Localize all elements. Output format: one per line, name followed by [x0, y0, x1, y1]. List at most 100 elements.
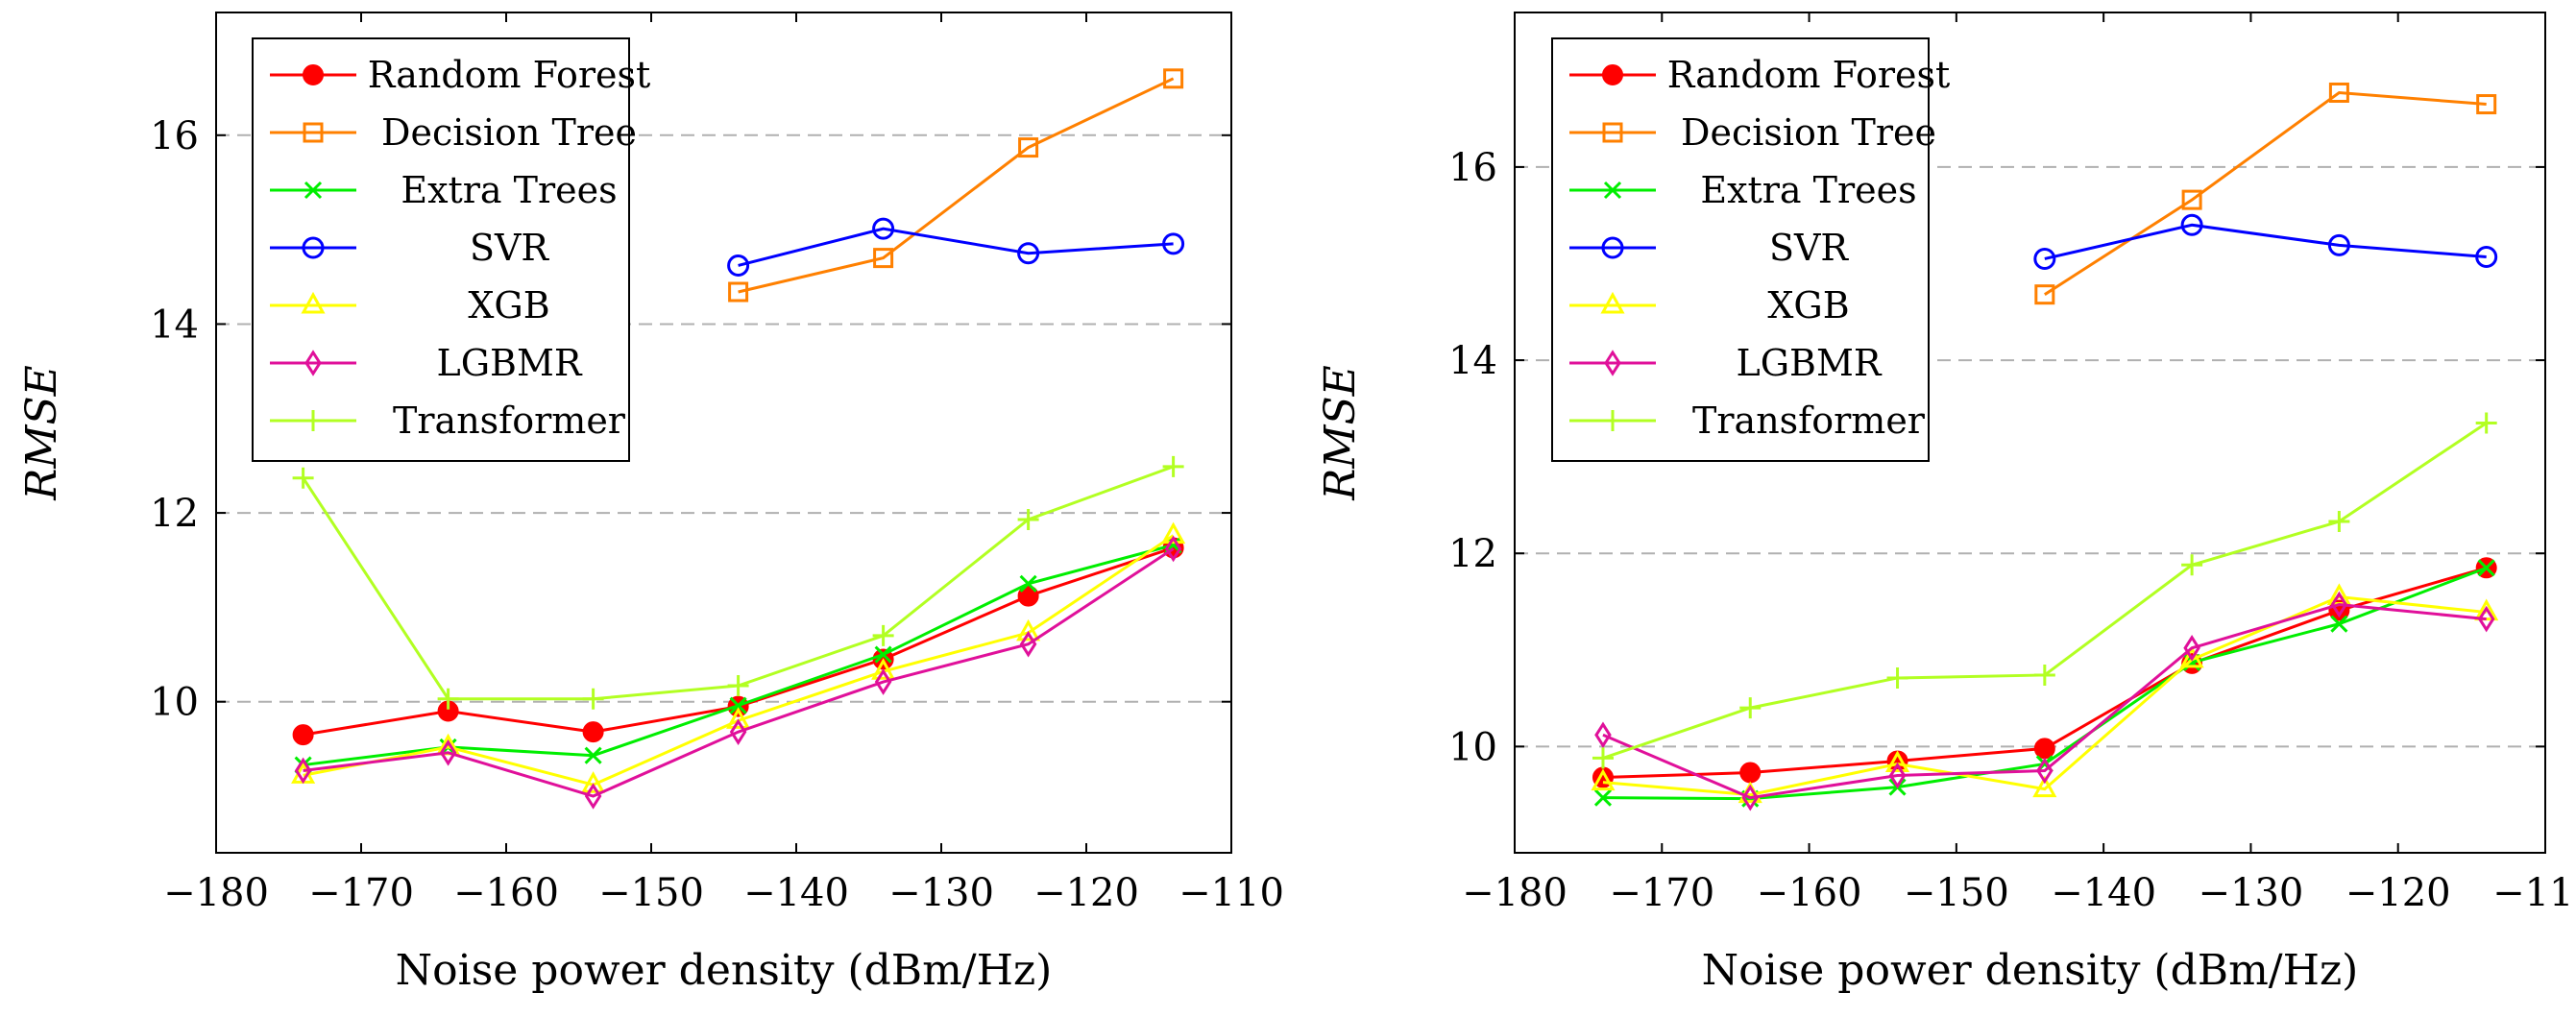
legend-item-transformer: Transformer [1569, 400, 1926, 442]
x-axis-title: Noise power density (dBm/Hz) [1702, 946, 2359, 995]
legend-swatch-marker [303, 122, 324, 143]
legend-box [1551, 37, 1930, 462]
plot-frame [215, 12, 1232, 854]
legend-item-transformer: Transformer [270, 400, 626, 442]
data-point-xgb [1161, 521, 1186, 545]
y-tick-label: 10 [150, 681, 199, 725]
data-point-lgbmr [2183, 634, 2200, 662]
y-tick-label: 12 [1448, 532, 1497, 576]
y-tick-label: 12 [150, 492, 199, 536]
y-axis-title: RMSE [1316, 365, 1365, 500]
data-point-lgbmr [584, 783, 602, 810]
data-point-decision-tree [2034, 284, 2055, 305]
data-point-svr [727, 254, 750, 277]
data-point-xgb [726, 707, 751, 729]
data-point-extra-trees [1019, 574, 1037, 593]
legend-item-extra-trees: Extra Trees [1569, 169, 1917, 211]
data-point-decision-tree [1163, 68, 1184, 89]
series-svr [727, 217, 1185, 277]
data-point-transformer [437, 688, 459, 710]
x-tick-label: −160 [1757, 871, 1862, 915]
x-tick-label: −170 [308, 871, 414, 915]
x-tick-label: −110 [2492, 871, 2576, 915]
data-point-lgbmr [1594, 721, 1612, 749]
legend-item-extra-trees: Extra Trees [270, 169, 618, 211]
series-line-xgb [1602, 594, 2487, 797]
data-point-xgb [1884, 750, 1910, 772]
data-point-transformer [2033, 664, 2055, 686]
data-point-transformer [1162, 455, 1184, 477]
legend-swatch-marker [301, 291, 326, 314]
series-line-transformer [1602, 422, 2488, 760]
legend-item-xgb: XGB [270, 284, 550, 327]
x-axis-title: Noise power density (dBm/Hz) [396, 946, 1053, 995]
series-line-decision-tree [2044, 90, 2487, 296]
series-line-lgbmr [303, 547, 1175, 798]
data-point-lgbmr [439, 739, 457, 766]
data-point-xgb [1591, 768, 1616, 791]
data-point-svr [2033, 247, 2056, 270]
data-point-svr [1017, 242, 1040, 265]
legend-label: Random Forest [1667, 54, 1951, 96]
series-line-decision-tree [738, 77, 1175, 294]
legend-item-decision-tree: Decision Tree [1569, 111, 1936, 154]
data-point-lgbmr [1888, 762, 1907, 789]
x-tick-label: −110 [1179, 871, 1284, 915]
data-point-xgb [581, 771, 606, 793]
series-line-transformer [302, 465, 1175, 701]
data-point-transformer [1592, 747, 1614, 769]
legend-swatch-marker [303, 64, 324, 85]
data-point-extra-trees [2477, 559, 2495, 577]
data-point-transformer [1886, 666, 1908, 689]
data-point-transformer [2475, 412, 2497, 434]
series-transformer [1592, 412, 2497, 769]
x-tick-label: −180 [1462, 871, 1567, 915]
series-line-svr [2044, 223, 2487, 260]
series-lgbmr [1594, 591, 2495, 811]
data-point-extra-trees [729, 696, 747, 714]
right-chart: −180 −170 −160 −150 −140 −130 −120 −110 10 12 14 16… [1316, 12, 2576, 995]
data-point-xgb [871, 658, 896, 680]
legend-swatch-marker [1602, 122, 1623, 143]
data-point-decision-tree [728, 281, 749, 303]
data-point-svr [2327, 233, 2350, 256]
legend-label: LGBMR [436, 342, 582, 384]
data-point-random-forest [1017, 585, 1039, 607]
data-point-decision-tree [1018, 137, 1039, 158]
x-tick-label: −140 [743, 871, 849, 915]
series-xgb [1591, 583, 2499, 804]
x-tick-label: −120 [2345, 871, 2451, 915]
legend-item-random-forest: Random Forest [270, 54, 650, 96]
data-point-lgbmr [729, 718, 747, 745]
data-point-svr [872, 217, 895, 240]
legend-item-lgbmr: LGBMR [270, 342, 583, 384]
data-point-transformer [1739, 697, 1762, 719]
data-point-svr [1162, 232, 1185, 255]
series-line-lgbmr [1602, 603, 2487, 800]
x-tick-label: −130 [2198, 871, 2303, 915]
legend-swatch-marker [304, 181, 323, 200]
data-point-decision-tree [2181, 189, 2202, 210]
data-point-lgbmr [2036, 757, 2054, 785]
series-xgb [291, 521, 1186, 793]
legend-label: LGBMR [1736, 342, 1882, 384]
series-lgbmr [294, 535, 1182, 810]
series-line-svr [738, 227, 1174, 267]
series-random-forest [292, 537, 1184, 746]
left-chart: −180 −170 −160 −150 −140 −130 −120 −110 10 12 14 16… [17, 12, 1284, 995]
legend-label: Decision Tree [1681, 111, 1936, 154]
legend-label: SVR [1769, 227, 1849, 269]
legend-label: Random Forest [368, 54, 651, 96]
x-tick-label: −140 [2051, 871, 2156, 915]
legend-swatch-marker [1603, 181, 1622, 200]
data-point-transformer [872, 624, 894, 646]
x-tick-label: −160 [453, 871, 559, 915]
x-tick-label: −150 [598, 871, 704, 915]
data-point-lgbmr [294, 757, 312, 785]
legend-label: Decision Tree [381, 111, 637, 154]
data-point-transformer [727, 674, 749, 696]
data-point-random-forest [292, 724, 314, 746]
data-point-svr [2475, 245, 2498, 268]
legend-swatch-marker [304, 350, 322, 376]
legend-item-lgbmr: LGBMR [1569, 342, 1883, 384]
